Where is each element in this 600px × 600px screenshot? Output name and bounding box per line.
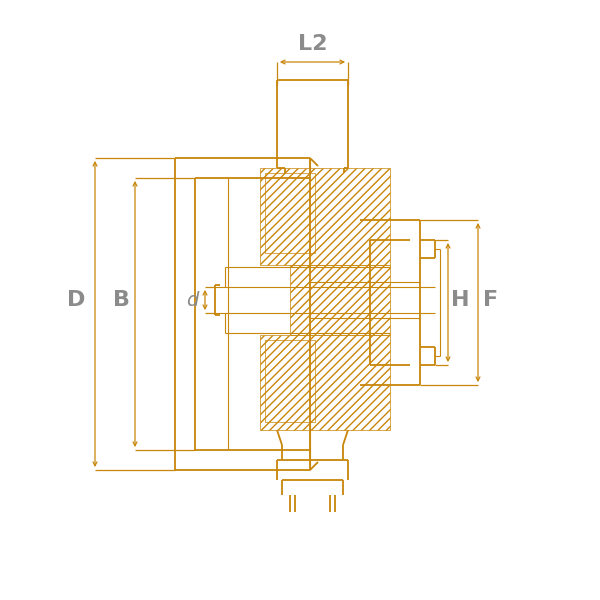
Text: L2: L2 [298, 34, 327, 54]
Text: F: F [483, 290, 498, 310]
Bar [265, 173, 315, 253]
Bar [260, 168, 390, 265]
Text: H: H [451, 290, 470, 310]
Text: d: d [185, 290, 198, 310]
Bar [290, 265, 390, 335]
Text: D: D [67, 290, 85, 310]
Bar [260, 335, 390, 430]
Bar [265, 340, 315, 422]
Text: B: B [113, 290, 130, 310]
